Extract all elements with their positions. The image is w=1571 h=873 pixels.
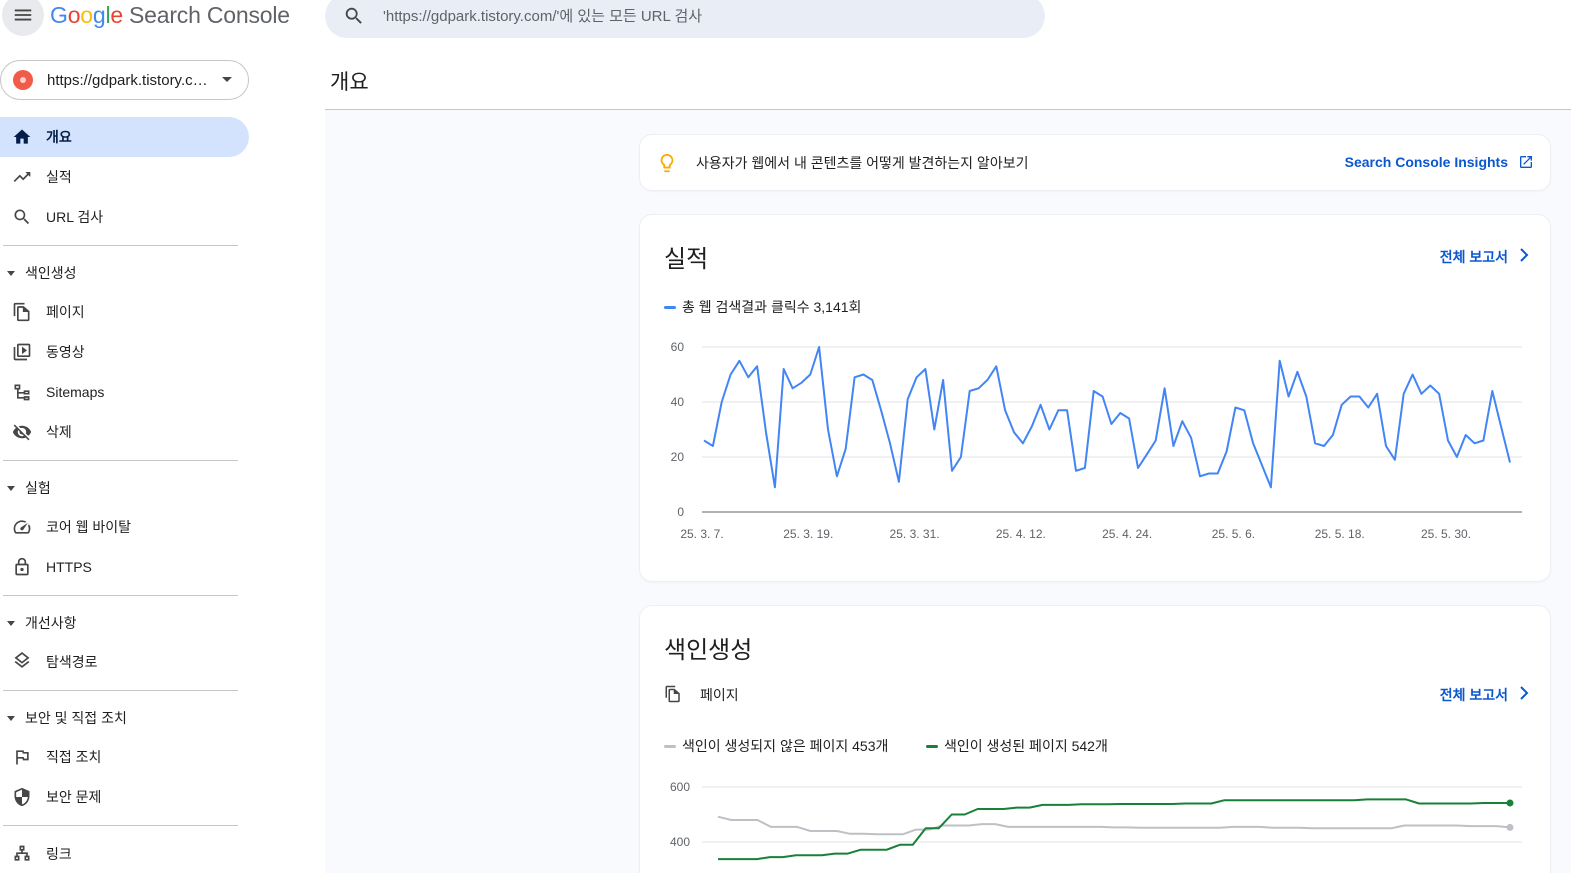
insights-message: 사용자가 웹에서 내 콘텐츠를 어떻게 발견하는지 알아보기	[696, 155, 1029, 171]
sitemap-tree-icon	[12, 382, 32, 402]
sidebar-section-indexing[interactable]: 색인생성	[0, 254, 250, 292]
shield-icon	[12, 787, 32, 807]
sidebar-item-videos[interactable]: 동영상	[0, 332, 249, 372]
sidebar-item-pages[interactable]: 페이지	[0, 292, 249, 332]
x-tick-label: 25. 3. 19.	[783, 527, 833, 541]
sidebar-item-performance[interactable]: 실적	[0, 157, 249, 197]
search-console-insights-link[interactable]: Search Console Insights	[1344, 154, 1508, 170]
indexing-pages-label: 페이지	[700, 687, 739, 703]
property-favicon-icon	[13, 70, 33, 90]
indexed-series-line	[718, 798, 1510, 861]
sidebar-item-https[interactable]: HTTPS	[0, 547, 249, 587]
sidebar-divider	[3, 245, 238, 246]
trending-up-icon	[12, 167, 32, 187]
x-tick-label: 25. 3. 31.	[890, 527, 940, 541]
not-indexed-legend: 색인이 생성되지 않은 페이지 453개	[664, 736, 888, 756]
sidebar-item-overview[interactable]: 개요	[0, 117, 249, 157]
video-library-icon	[12, 342, 32, 362]
sidebar-divider	[3, 460, 238, 461]
sidebar-item-links[interactable]: 링크	[0, 834, 249, 873]
x-tick-label: 25. 4. 24.	[1102, 527, 1152, 541]
chevron-right-icon[interactable]	[1518, 248, 1530, 262]
y-tick-label: 20	[671, 450, 685, 464]
clicks-series-line	[703, 346, 1511, 489]
clicks-legend-swatch	[664, 305, 676, 309]
sidebar-divider	[3, 825, 238, 826]
google-search-console-logo[interactable]: Google Search Console	[50, 2, 290, 28]
pages-copy-icon	[12, 302, 32, 322]
indexing-card: 색인생성 페이지 전체 보고서 색인이 생성되지 않은 페이지 453개 색인이…	[640, 606, 1550, 873]
hamburger-menu-icon	[14, 9, 32, 21]
indexing-full-report-link[interactable]: 전체 보고서	[1439, 687, 1508, 703]
performance-card-title: 실적	[664, 246, 709, 273]
indexed-legend-label: 색인이 생성된 페이지 542개	[944, 738, 1108, 754]
sidebar-item-removals[interactable]: 삭제	[0, 412, 249, 452]
performance-line-chart: 0 20 40 60 25. 3. 7. 25. 3. 19. 25. 3. 31. 25. …	[671, 340, 1522, 541]
indexed-legend: 색인이 생성된 페이지 542개	[926, 736, 1108, 756]
indexed-last-point	[1506, 799, 1514, 807]
title-divider	[325, 109, 1571, 110]
sidebar-item-breadcrumbs[interactable]: 탐색경로	[0, 642, 249, 682]
x-tick-label: 25. 4. 12.	[996, 527, 1046, 541]
page-title: 개요	[330, 71, 369, 94]
y-tick-label: 400	[670, 835, 690, 849]
search-input[interactable]	[383, 7, 1003, 25]
property-selector[interactable]: https://gdpark.tistory.com/	[0, 60, 249, 100]
speed-gauge-icon	[12, 517, 32, 537]
sidebar-item-url-inspection[interactable]: URL 검사	[0, 197, 249, 237]
search-icon[interactable]	[343, 5, 365, 27]
flag-icon	[12, 747, 32, 767]
not-indexed-last-point	[1506, 823, 1514, 831]
not-indexed-series-line	[717, 815, 1511, 836]
sidebar-item-sitemaps[interactable]: Sitemaps	[0, 372, 249, 412]
y-tick-label: 600	[670, 780, 690, 794]
top-app-bar: Google Search Console	[0, 0, 1571, 44]
sidebar-divider	[3, 690, 238, 691]
sidebar-section-experience[interactable]: 실험	[0, 469, 250, 507]
open-in-new-icon[interactable]	[1518, 154, 1534, 170]
layers-icon	[12, 652, 32, 672]
performance-legend: 총 웹 검색결과 클릭수 3,141회	[664, 297, 861, 317]
search-icon	[12, 207, 32, 227]
not-indexed-legend-label: 색인이 생성되지 않은 페이지 453개	[682, 738, 889, 754]
insights-banner: 사용자가 웹에서 내 콘텐츠를 어떻게 발견하는지 알아보기 Search Co…	[640, 135, 1550, 190]
visibility-off-icon	[12, 422, 32, 442]
chevron-right-icon[interactable]	[1518, 686, 1530, 700]
lock-icon	[12, 557, 32, 577]
x-tick-label: 25. 5. 18.	[1315, 527, 1365, 541]
sidebar-section-enhancements[interactable]: 개선사항	[0, 604, 250, 642]
performance-full-report-link[interactable]: 전체 보고서	[1439, 249, 1508, 265]
performance-card: 실적 전체 보고서 총 웹 검색결과 클릭수 3,141회 0 20 40 60 25.…	[640, 215, 1550, 581]
indexing-line-chart: 400 600	[670, 780, 1522, 861]
url-inspection-search-bar[interactable]	[325, 0, 1045, 38]
x-tick-label: 25. 5. 30.	[1421, 527, 1471, 541]
collapse-arrow-icon	[7, 270, 15, 276]
sidebar-item-core-web-vitals[interactable]: 코어 웹 바이탈	[0, 507, 249, 547]
sidebar-item-security-issues[interactable]: 보안 문제	[0, 777, 249, 817]
network-links-icon	[12, 844, 32, 864]
indexed-legend-swatch	[926, 744, 938, 748]
property-url: https://gdpark.tistory.com/	[47, 71, 212, 89]
x-tick-label: 25. 5. 6.	[1212, 527, 1255, 541]
clicks-legend-label: 총 웹 검색결과 클릭수 3,141회	[682, 299, 862, 315]
collapse-arrow-icon	[7, 620, 15, 626]
x-tick-label: 25. 3. 7.	[680, 527, 723, 541]
dropdown-arrow-icon	[222, 77, 232, 82]
collapse-arrow-icon	[7, 485, 15, 491]
indexing-card-title: 색인생성	[664, 637, 753, 664]
home-icon	[12, 127, 32, 147]
not-indexed-legend-swatch	[664, 744, 676, 748]
sidebar-item-manual-actions[interactable]: 직접 조치	[0, 737, 249, 777]
pages-copy-icon	[665, 685, 680, 703]
sidebar-section-security[interactable]: 보안 및 직접 조치	[0, 699, 250, 737]
y-tick-label: 0	[677, 505, 684, 519]
sidebar-nav: 개요 실적 URL 검사 색인생성 페이지 동영상 Sitemaps 삭제 실험…	[0, 117, 250, 873]
sidebar-divider	[3, 595, 238, 596]
lightbulb-icon	[660, 153, 674, 173]
main-menu-button[interactable]	[2, 0, 44, 36]
y-tick-label: 40	[671, 395, 685, 409]
collapse-arrow-icon	[7, 715, 15, 721]
product-name: Search Console	[129, 2, 290, 28]
y-tick-label: 60	[671, 340, 685, 354]
